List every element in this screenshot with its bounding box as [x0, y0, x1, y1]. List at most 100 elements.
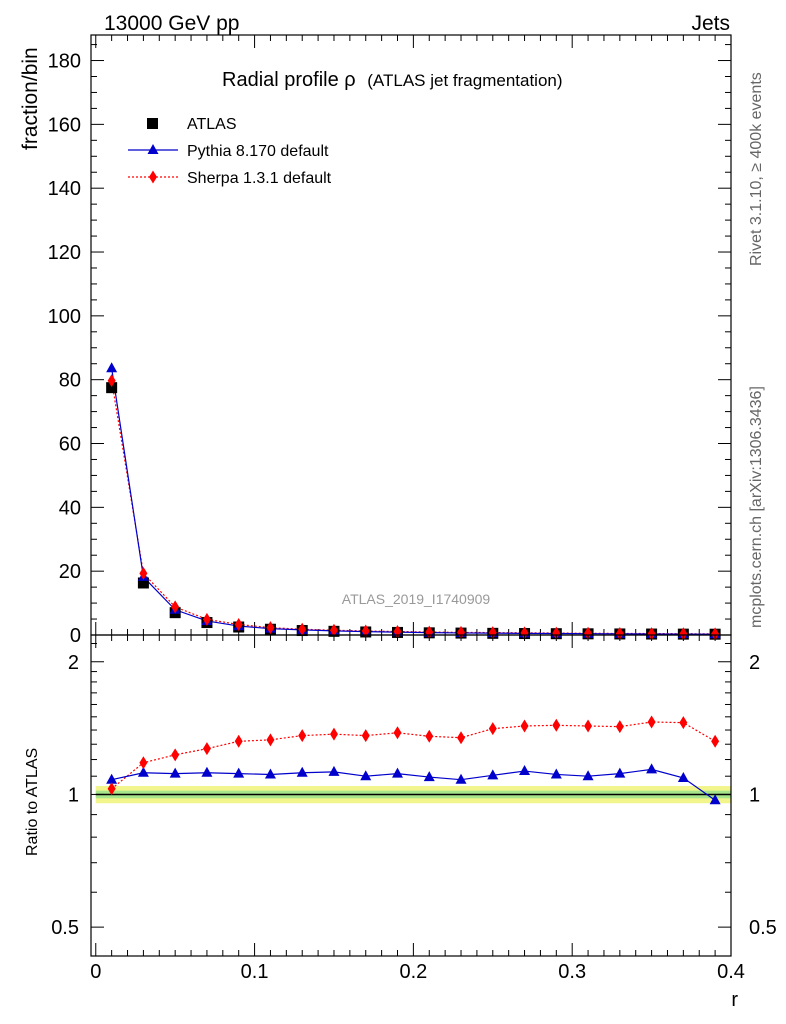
legend-marker-atlas — [147, 118, 158, 129]
sherpa-point — [488, 626, 497, 640]
sherpa-point — [615, 626, 624, 640]
ratio-ytick-label-right: 0.5 — [749, 917, 777, 939]
ratio-sherpa-point — [329, 727, 338, 741]
ratio-xtick-label: 0.4 — [717, 961, 745, 983]
ratio-pythia-point — [582, 770, 594, 781]
chart-title: Radial profile ρ (ATLAS jet fragmentatio… — [222, 69, 563, 91]
ratio-pythia-point — [677, 771, 689, 782]
sherpa-point — [329, 623, 338, 637]
main-ytick-label: 100 — [48, 306, 81, 328]
sherpa-point — [266, 621, 275, 635]
ratio-ytick-label: 0.5 — [51, 917, 79, 939]
sherpa-point — [711, 627, 720, 641]
legend-marker-pythia — [147, 144, 159, 154]
ratio-pythia-point — [392, 767, 404, 778]
ratio-sherpa-point — [647, 715, 656, 729]
ratio-sherpa-point — [298, 729, 307, 743]
ratio-sherpa-point — [457, 731, 466, 745]
sherpa-point — [171, 600, 180, 614]
ratio-sherpa-point — [139, 756, 148, 770]
ratio-pythia-point — [646, 763, 658, 774]
ratio-sherpa-point — [266, 733, 275, 747]
main-ytick-label: 80 — [59, 370, 81, 392]
pythia-point — [106, 362, 118, 373]
ratio-pythia-point — [360, 770, 372, 781]
ratio-ytick-label-right: 1 — [749, 784, 760, 806]
ratio-pythia-point — [169, 767, 181, 778]
ratio-xtick-label: 0 — [90, 961, 101, 983]
ratio-sherpa-point — [234, 734, 243, 748]
ratio-sherpa-point — [425, 729, 434, 743]
ratio-pythia-point — [423, 771, 435, 782]
ratio-sherpa-line — [111, 721, 716, 790]
sherpa-point — [457, 625, 466, 639]
sherpa-point — [298, 622, 307, 636]
ratio-ytick-label: 2 — [68, 652, 79, 674]
chart-title-main: Radial profile — [222, 69, 339, 91]
ratio-pythia-point — [137, 766, 149, 777]
legend: ATLAS Pythia 8.170 default Sherpa 1.3.1 … — [128, 116, 332, 187]
main-ylabel: fraction/bin — [19, 47, 42, 150]
ratio-pythia-point — [264, 768, 276, 779]
header-right: Jets — [691, 12, 730, 35]
ratio-sherpa-point — [107, 782, 116, 796]
ratio-sherpa-point — [711, 734, 720, 748]
ratio-sherpa-point — [488, 722, 497, 736]
ratio-pythia-point — [709, 794, 721, 805]
sherpa-point — [234, 617, 243, 631]
chart-title-suffix: (ATLAS jet fragmentation) — [367, 71, 562, 90]
ratio-xtick-label: 0.1 — [241, 961, 269, 983]
x-axis-label: r — [731, 989, 738, 1011]
ratio-sherpa-point — [202, 742, 211, 756]
ratio-pythia-point — [487, 769, 499, 780]
main-ytick-label: 20 — [59, 561, 81, 583]
ratio-pythia-point — [328, 765, 340, 776]
main-ytick-label: 0 — [70, 625, 81, 647]
sherpa-point — [361, 624, 370, 638]
legend-label-atlas: ATLAS — [187, 116, 237, 133]
ratio-pythia-line — [111, 768, 716, 801]
ratio-xtick-label: 0.3 — [558, 961, 586, 983]
sherpa-point — [552, 626, 561, 640]
main-ytick-label: 60 — [59, 434, 81, 456]
ratio-plot: 0 0.1 0.2 0.3 0.40.5 0.51 12 2 — [51, 634, 777, 983]
sherpa-point — [679, 627, 688, 641]
ratio-pythia-point — [519, 765, 531, 776]
sherpa-point — [584, 626, 593, 640]
atlas-point — [137, 577, 149, 589]
ratio-sherpa-point — [361, 729, 370, 743]
chart-title-symbol: ρ — [344, 69, 355, 91]
legend-label-sherpa: Sherpa 1.3.1 default — [187, 170, 332, 187]
ratio-sherpa-point — [520, 719, 529, 733]
main-ytick-label: 160 — [48, 114, 81, 136]
legend-label-pythia: Pythia 8.170 default — [187, 143, 329, 160]
ratio-sherpa-point — [552, 718, 561, 732]
ratio-sherpa-point — [584, 719, 593, 733]
ratio-pythia-point — [106, 773, 118, 784]
ratio-sherpa-point — [615, 720, 624, 734]
ratio-sherpa-point — [393, 726, 402, 740]
sherpa-point — [520, 626, 529, 640]
ratio-pythia-point — [233, 767, 245, 778]
sherpa-point — [107, 374, 116, 388]
sherpa-point — [647, 627, 656, 641]
rivet-label: Rivet 3.1.10, ≥ 400k events — [748, 72, 765, 266]
header-left: 13000 GeV pp — [104, 12, 239, 35]
ratio-pythia-point — [455, 773, 467, 784]
main-ytick-label: 140 — [48, 178, 81, 200]
legend-marker-sherpa — [149, 170, 157, 184]
ratio-pythia-point — [550, 768, 562, 779]
ratio-ytick-label: 1 — [68, 784, 79, 806]
sherpa-point — [202, 612, 211, 626]
mcplots-label: mcplots.cern.ch [arXiv:1306.3436] — [748, 386, 765, 628]
ratio-xtick-label: 0.2 — [399, 961, 427, 983]
ratio-sherpa-point — [171, 748, 180, 762]
atlas-point — [106, 382, 118, 394]
ratio-pythia-point — [201, 766, 213, 777]
ratio-sherpa-point — [679, 716, 688, 730]
main-ytick-label: 120 — [48, 242, 81, 264]
ratio-ytick-label-right: 2 — [749, 652, 760, 674]
sherpa-point — [139, 566, 148, 580]
ratio-pythia-point — [614, 767, 626, 778]
